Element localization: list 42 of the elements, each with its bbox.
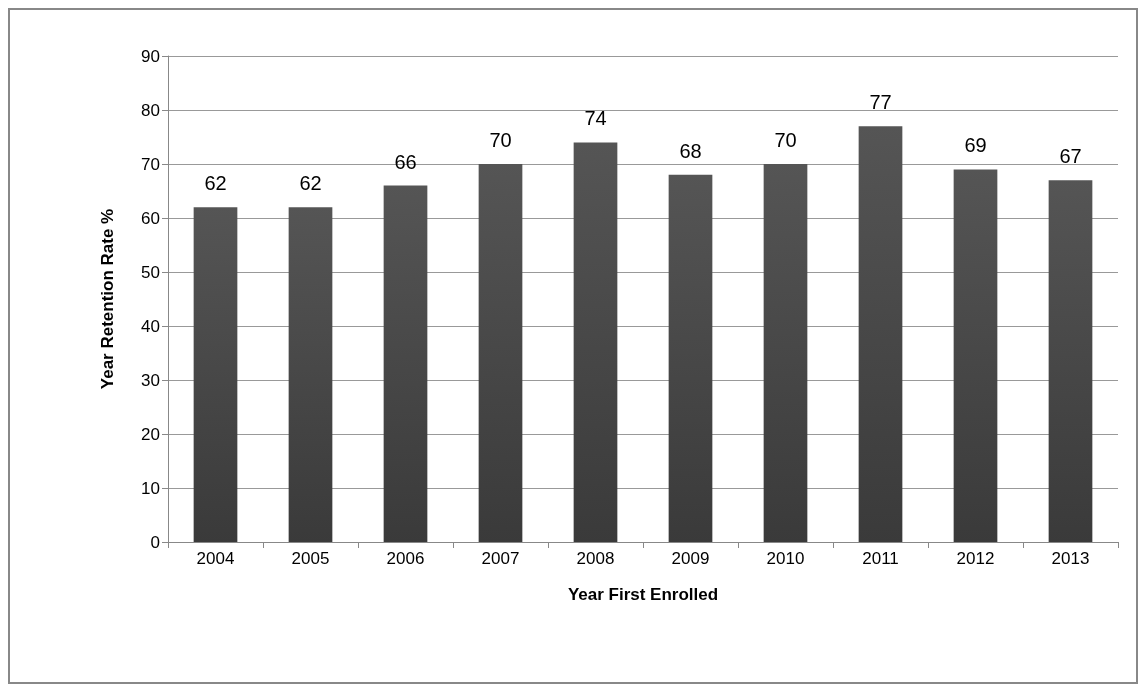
bar <box>1048 180 1093 542</box>
y-tick-label: 60 <box>141 208 160 228</box>
y-tick-label: 70 <box>141 154 160 174</box>
data-label: 62 <box>299 172 322 195</box>
y-tick-label: 40 <box>141 316 160 336</box>
y-tick-label: 90 <box>141 46 160 66</box>
bar <box>288 207 333 542</box>
data-label: 70 <box>489 129 512 151</box>
y-tick-label: 50 <box>141 262 160 282</box>
x-tick-label: 2005 <box>291 549 330 568</box>
x-tick-label: 2012 <box>956 549 995 568</box>
bar <box>478 164 523 542</box>
data-label: 69 <box>964 134 987 157</box>
data-label: 62 <box>204 172 227 195</box>
bar <box>953 169 998 542</box>
bar <box>193 207 238 542</box>
y-tick-label: 20 <box>141 424 160 444</box>
y-axis-title: Year Retention Rate % <box>98 208 117 390</box>
y-tick-label: 10 <box>141 478 160 498</box>
x-tick-label: 2008 <box>576 549 615 568</box>
x-tick-label: 2013 <box>1051 549 1090 568</box>
data-label: 68 <box>679 139 702 162</box>
bar <box>573 142 618 542</box>
x-axis-title: Year First Enrolled <box>567 585 719 604</box>
data-label: 67 <box>1059 145 1082 168</box>
x-tick-label: 2009 <box>671 549 710 568</box>
bar <box>763 164 808 542</box>
bar <box>668 174 713 542</box>
data-label: 77 <box>869 91 892 114</box>
x-tick-label: 2006 <box>386 549 425 568</box>
y-tick-label: 30 <box>141 370 160 390</box>
x-tick-label: 2004 <box>196 549 235 568</box>
y-tick-label: 80 <box>141 100 160 120</box>
data-label: 70 <box>774 129 797 151</box>
x-tick-label: 2011 <box>862 549 899 568</box>
bar <box>858 126 903 542</box>
x-tick-label: 2007 <box>481 549 520 568</box>
data-label: 74 <box>584 107 607 130</box>
y-tick-label: 0 <box>150 532 160 552</box>
data-label: 66 <box>394 150 417 173</box>
bar <box>383 185 428 542</box>
x-tick-label: 2010 <box>766 549 805 568</box>
